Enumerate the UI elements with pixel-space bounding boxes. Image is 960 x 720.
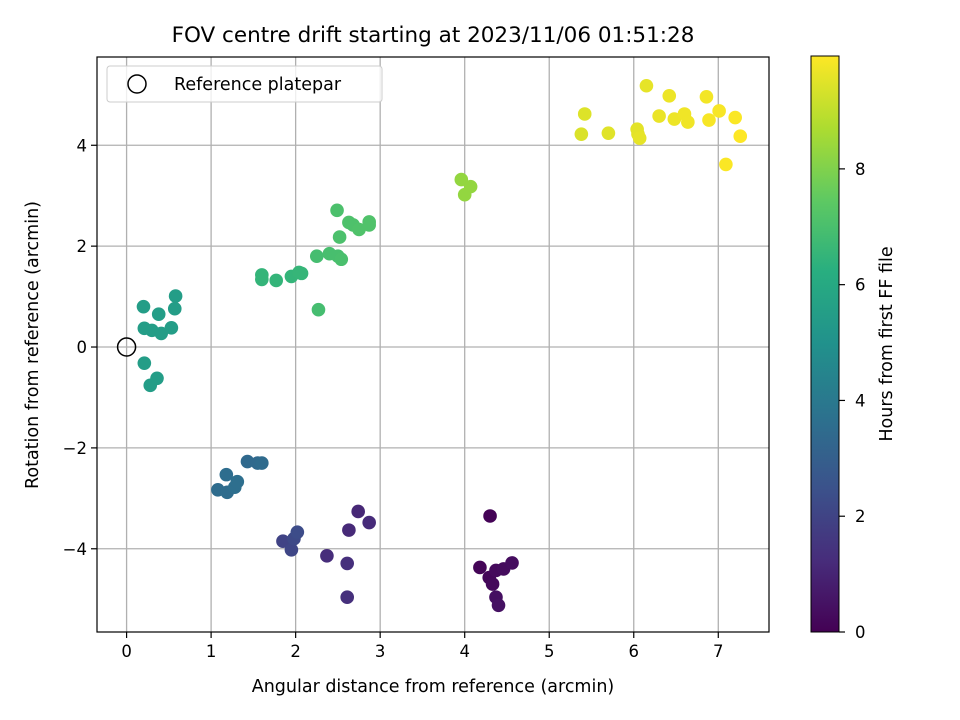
data-point [485, 577, 500, 591]
x-tick-label: 0 [121, 642, 132, 661]
data-point [168, 289, 183, 303]
data-point [719, 157, 733, 172]
data-point [136, 299, 151, 314]
grid [97, 57, 769, 632]
data-point [255, 456, 269, 470]
x-tick-label: 4 [459, 642, 470, 661]
data-point [340, 556, 355, 571]
colorbar: 0 2 4 6 8 Hours from first FF file [810, 55, 897, 642]
plot-frame [96, 56, 770, 633]
colorbar-tick-label: 8 [855, 160, 866, 179]
colorbar-tick-label: 4 [855, 391, 866, 410]
legend: Reference platepar [106, 65, 383, 103]
data-point [662, 89, 677, 103]
data-point [667, 112, 682, 126]
data-point [320, 549, 334, 563]
x-tick-label: 2 [290, 642, 301, 661]
data-point [681, 115, 695, 129]
data-point [362, 218, 376, 232]
data-point [294, 266, 309, 281]
data-point [290, 525, 305, 539]
y-tick-label: 4 [77, 136, 88, 155]
data-point [652, 109, 666, 123]
data-point [219, 467, 234, 482]
data-point [340, 590, 355, 604]
data-point [574, 127, 589, 141]
x-axis-label: Angular distance from reference (arcmin) [252, 677, 615, 697]
data-points [136, 78, 748, 613]
colorbar-label: Hours from first FF file [877, 246, 897, 441]
data-point [309, 249, 324, 264]
data-point [505, 556, 519, 570]
data-point [284, 542, 299, 557]
data-point [454, 172, 469, 187]
y-tick-label: −4 [63, 540, 87, 559]
data-point [712, 104, 726, 118]
data-point [473, 560, 487, 575]
x-tick-label: 3 [375, 642, 386, 661]
x-tick-label: 1 [206, 642, 217, 661]
legend-open-circle-icon [127, 74, 147, 94]
data-point [240, 454, 255, 469]
data-point [342, 523, 356, 537]
x-tick-label: 6 [629, 642, 640, 661]
data-point [457, 187, 472, 202]
colorbar-tick-label: 6 [855, 276, 866, 295]
legend-label: Reference platepar [174, 75, 342, 95]
data-point [601, 126, 616, 140]
x-tick-label: 5 [544, 642, 555, 661]
data-point [639, 78, 654, 93]
data-point [483, 509, 497, 523]
data-point [577, 107, 592, 121]
colorbar-tick-label: 0 [855, 623, 866, 642]
colorbar-gradient [810, 55, 840, 633]
data-point [632, 131, 647, 146]
data-point [491, 598, 506, 613]
data-point [351, 504, 365, 519]
data-point [311, 302, 326, 317]
data-point [151, 307, 166, 322]
data-point [167, 301, 182, 316]
data-point [733, 129, 748, 143]
y-axis: −4 −2 0 2 4 [63, 136, 97, 559]
data-point [728, 110, 742, 125]
data-point [137, 356, 152, 370]
y-axis-label: Rotation from reference (arcmin) [23, 201, 43, 489]
data-point [255, 272, 269, 287]
data-point [362, 515, 376, 530]
x-tick-label: 7 [713, 642, 724, 661]
y-tick-label: 0 [77, 338, 88, 357]
data-point [332, 230, 347, 244]
colorbar-axis: 0 2 4 6 8 [839, 160, 866, 642]
legend-box [106, 65, 383, 103]
chart-title: FOV centre drift starting at 2023/11/06 … [172, 23, 695, 48]
data-point [334, 252, 349, 267]
data-point [269, 273, 284, 288]
data-point [699, 90, 714, 104]
y-tick-label: −2 [63, 439, 87, 458]
data-point [230, 474, 245, 489]
data-point [330, 203, 344, 218]
data-point [164, 321, 179, 335]
x-axis: 0 1 2 3 4 5 6 7 [121, 632, 724, 661]
data-point [702, 113, 716, 127]
data-point [352, 222, 366, 237]
colorbar-tick-label: 2 [855, 507, 866, 526]
reference-marker [116, 337, 137, 357]
y-tick-label: 2 [77, 237, 88, 256]
data-point [154, 326, 169, 341]
data-point [276, 534, 290, 549]
data-point [150, 371, 164, 386]
